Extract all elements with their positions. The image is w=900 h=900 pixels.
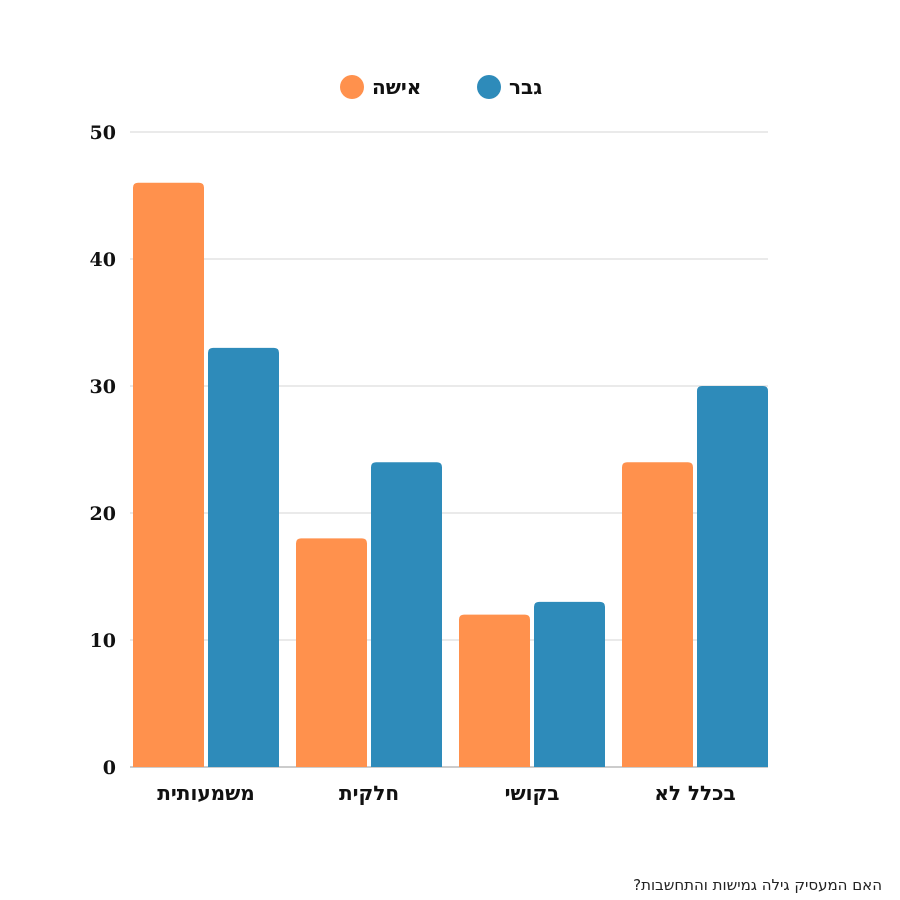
bar-series-1-category-2	[534, 601, 605, 767]
y-tick-label-50: 50	[90, 122, 116, 144]
legend: אישה גבר	[340, 75, 542, 99]
y-tick-label-0: 0	[103, 757, 116, 779]
x-axis-labels: משמעותית חלקית בקושי בכלל לא	[157, 781, 735, 805]
y-tick-label-10: 10	[90, 630, 116, 652]
legend-swatch-0	[340, 75, 364, 99]
legend-label-1: גבר	[509, 75, 542, 99]
y-tick-label-40: 40	[90, 249, 116, 271]
legend-label-0: אישה	[372, 75, 421, 99]
y-tick-label-20: 20	[90, 503, 116, 525]
bar-series-0-category-0	[133, 182, 204, 768]
legend-swatch-1	[477, 75, 501, 99]
y-axis-ticks: 0 10 20 30 40 50	[90, 122, 116, 779]
x-tick-label-1: חלקית	[339, 781, 399, 805]
bars	[133, 182, 768, 768]
bar-series-0-category-2	[459, 614, 530, 767]
bar-series-0-category-1	[296, 538, 367, 767]
x-tick-label-0: משמעותית	[157, 781, 255, 805]
y-tick-label-30: 30	[90, 376, 116, 398]
bar-series-1-category-3	[697, 386, 768, 767]
footnote: האם המעסיק גילה גמישות והתחשבות?	[633, 876, 882, 894]
bar-series-1-category-1	[371, 462, 442, 767]
x-tick-label-3: בכלל לא	[654, 781, 735, 805]
bar-series-1-category-0	[208, 347, 279, 767]
bar-series-0-category-3	[622, 462, 693, 767]
x-tick-label-2: בקושי	[505, 781, 560, 805]
